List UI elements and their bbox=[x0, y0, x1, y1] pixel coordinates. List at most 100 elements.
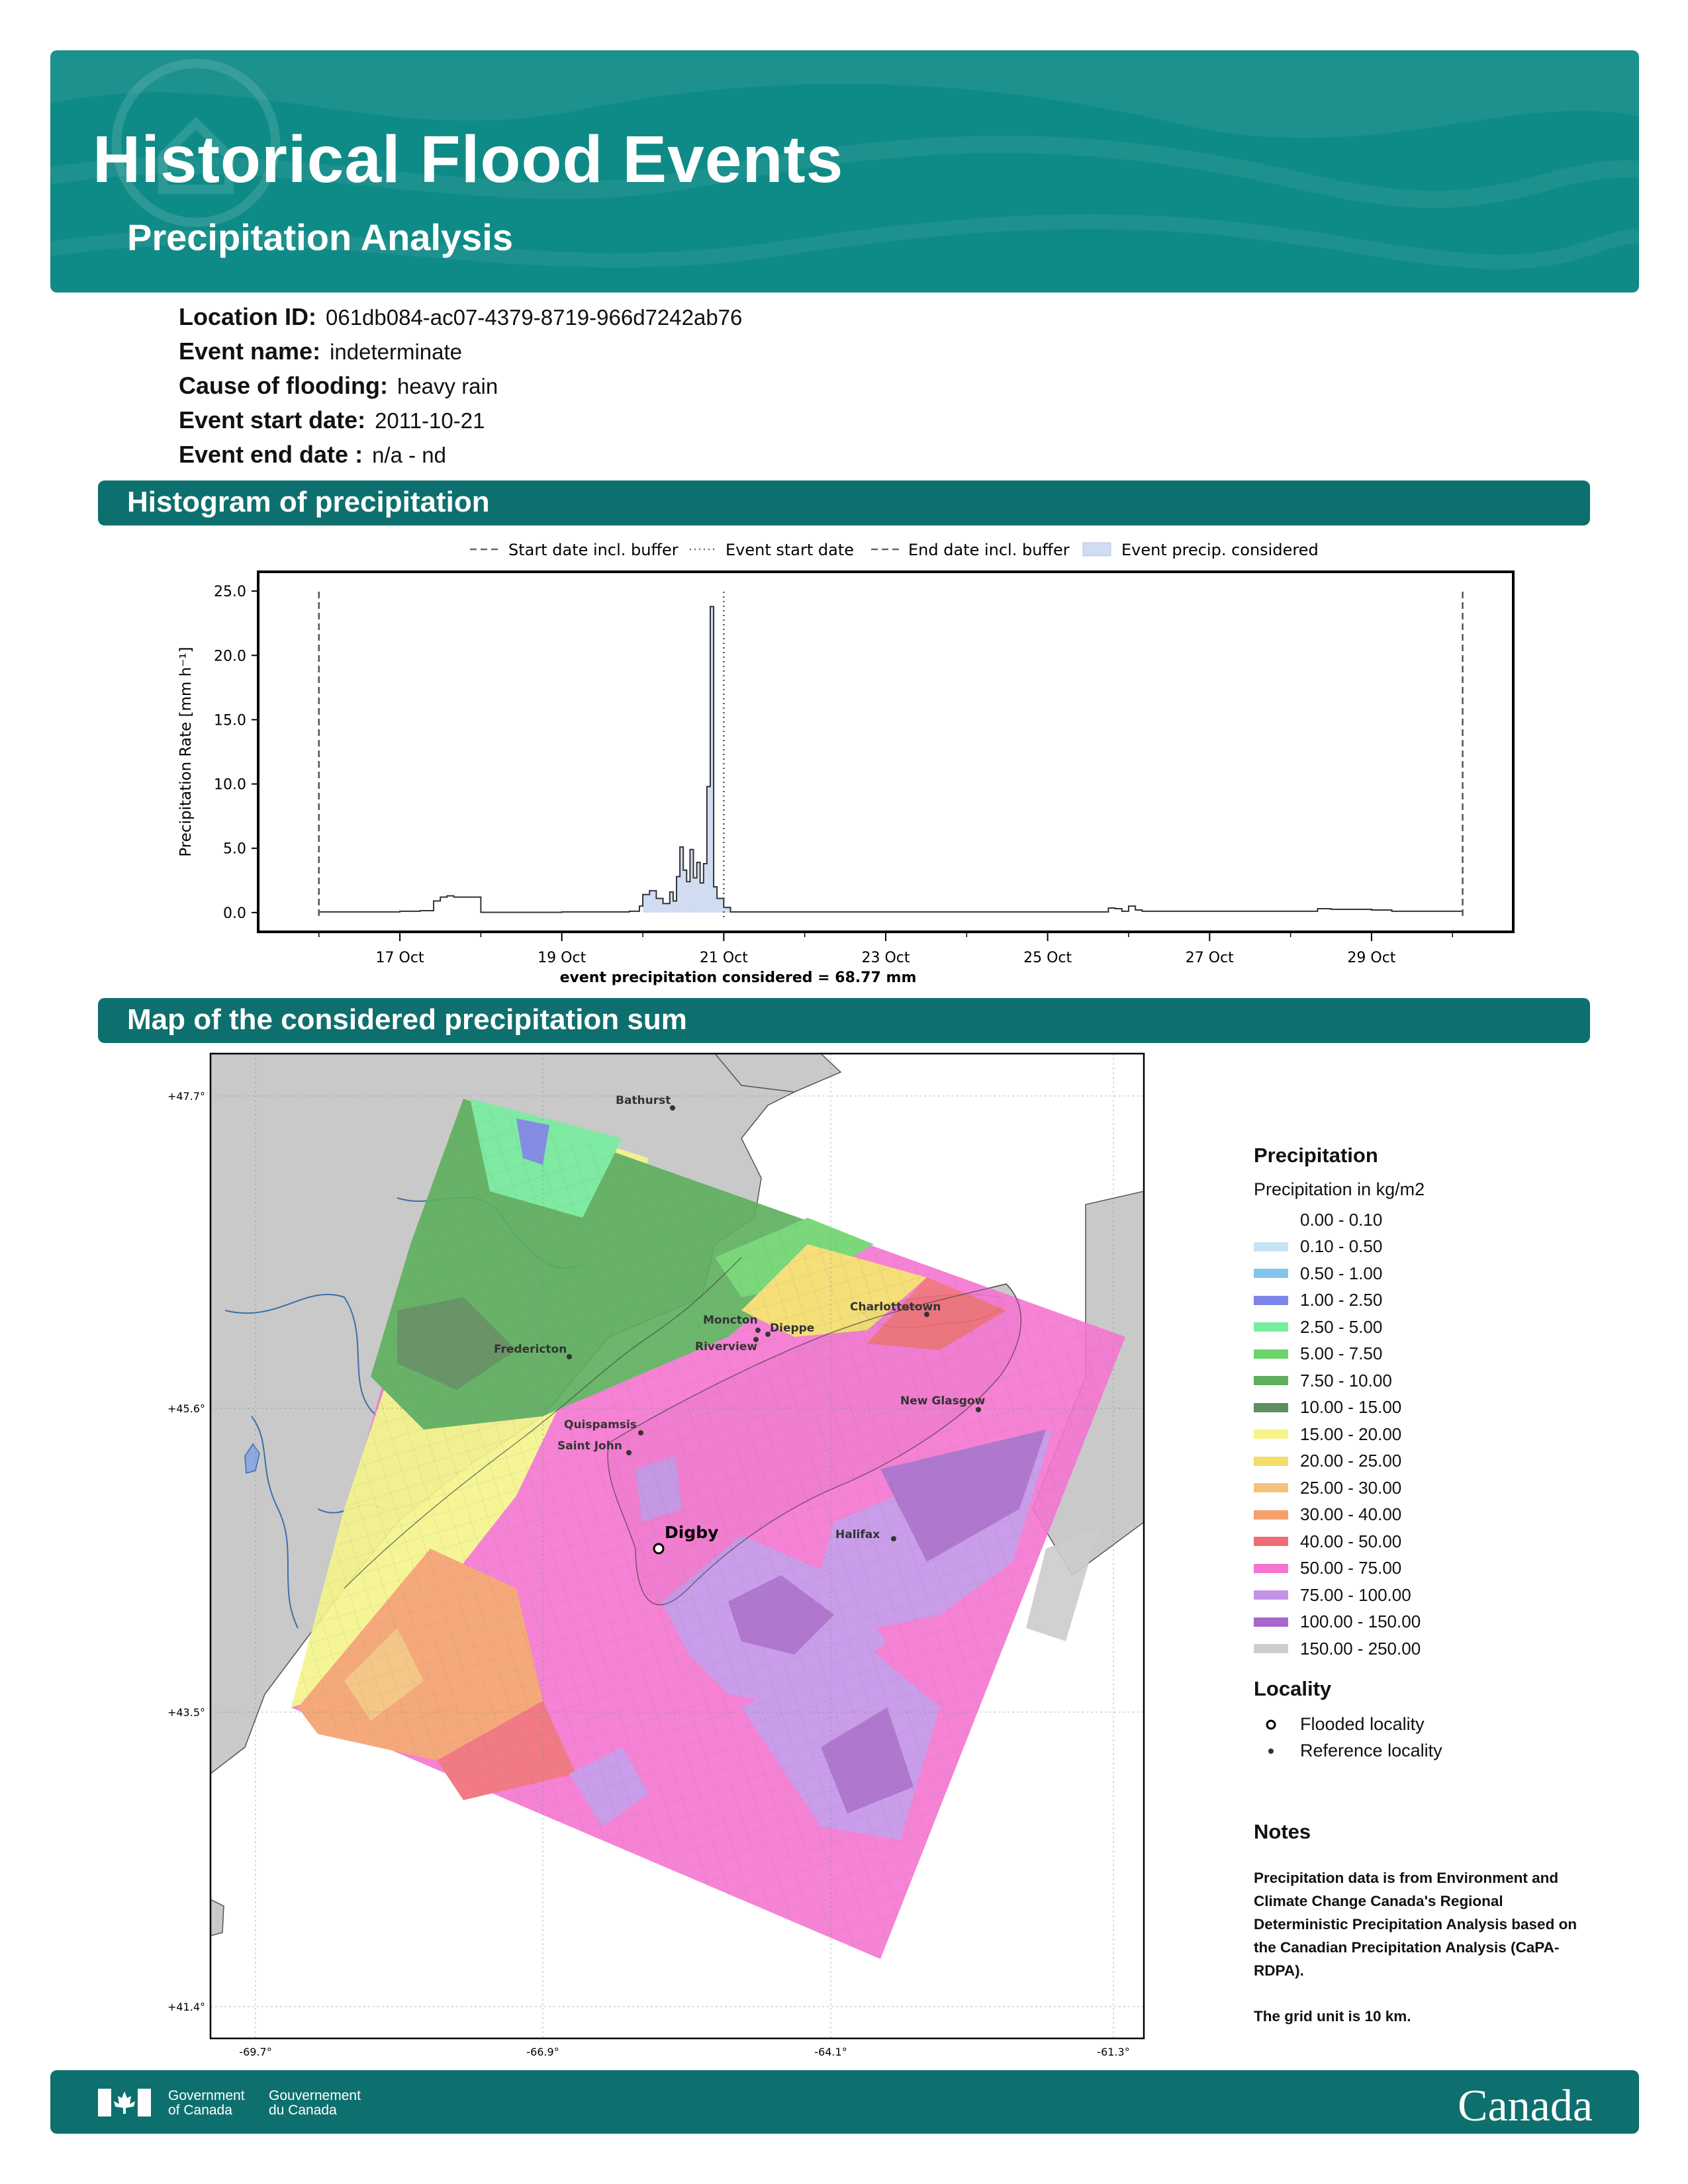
legend-swatch bbox=[1254, 1242, 1288, 1251]
reference-lines bbox=[318, 592, 1464, 919]
event-name-row: Event name: indeterminate bbox=[179, 338, 742, 372]
lon-tick-2: -66.9° bbox=[526, 2046, 559, 2058]
cause-row: Cause of flooding: heavy rain bbox=[179, 372, 742, 406]
legend-reference: Reference locality bbox=[1254, 1738, 1624, 1764]
legend-swatch bbox=[1254, 1349, 1288, 1359]
y-tick-label: 5.0 bbox=[223, 841, 246, 858]
y-tick-label: 15.0 bbox=[214, 712, 246, 729]
event-precip-bar bbox=[696, 862, 700, 913]
house-icon bbox=[112, 59, 280, 227]
x-tick-label: 23 Oct bbox=[861, 950, 910, 966]
legend-start-buffer: Start date incl. buffer bbox=[508, 541, 679, 559]
legend-swatch bbox=[1254, 1483, 1288, 1493]
legend-swatch bbox=[1254, 1510, 1288, 1520]
x-axis-label: event precipitation considered = 68.77 m… bbox=[560, 970, 917, 986]
plot-frame bbox=[257, 570, 1515, 933]
lat-tick-2: +45.6° bbox=[167, 1402, 205, 1415]
place-new-glasgow: New Glasgow bbox=[900, 1394, 986, 1408]
x-tick-label: 17 Oct bbox=[376, 950, 424, 966]
event-precip-bar bbox=[649, 890, 657, 913]
legend-item: 150.00 - 250.00 bbox=[1254, 1635, 1624, 1662]
x-tick-label: 21 Oct bbox=[700, 950, 748, 966]
place-bathurst: Bathurst bbox=[616, 1094, 671, 1107]
lat-tick-4: +41.4° bbox=[167, 2001, 205, 2013]
gov-fr-line1: Gouvernement bbox=[269, 2088, 361, 2103]
histogram-chart: Start date incl. buffer Event start date… bbox=[132, 529, 1562, 996]
legend-item-label: 30.00 - 40.00 bbox=[1300, 1504, 1402, 1525]
location-id-value: 061db084-ac07-4379-8719-966d7242ab76 bbox=[325, 305, 743, 330]
legend-item: 100.00 - 150.00 bbox=[1254, 1609, 1624, 1636]
reference-marker-icon bbox=[1254, 1745, 1288, 1758]
land-gaspe bbox=[714, 1054, 842, 1093]
lon-tick-4: -61.3° bbox=[1097, 2046, 1129, 2058]
place-riverview: Riverview bbox=[695, 1340, 757, 1353]
legend-item-label: 75.00 - 100.00 bbox=[1300, 1584, 1411, 1605]
legend-item: 15.00 - 20.00 bbox=[1254, 1421, 1624, 1448]
notes-title: Notes bbox=[1254, 1820, 1311, 1843]
event-name-value: indeterminate bbox=[330, 340, 463, 364]
legend-item-label: 0.50 - 1.00 bbox=[1300, 1263, 1383, 1283]
legend-item: 30.00 - 40.00 bbox=[1254, 1502, 1624, 1529]
event-precip-bar bbox=[656, 898, 663, 913]
y-axis-label: Precipitation Rate [mm h⁻¹] bbox=[177, 647, 195, 856]
end-date-label: Event end date : bbox=[179, 441, 363, 468]
event-name-label: Event name: bbox=[179, 338, 321, 365]
legend-item-label: 25.00 - 30.00 bbox=[1300, 1477, 1402, 1498]
legend-swatch bbox=[1254, 1322, 1288, 1332]
canada-flag-icon bbox=[98, 2089, 151, 2116]
y-tick-label: 25.0 bbox=[214, 584, 246, 600]
legend-item-label: 0.00 - 0.10 bbox=[1300, 1209, 1383, 1230]
place-charlottetown: Charlottetown bbox=[850, 1300, 941, 1314]
notes-paragraph-2: The grid unit is 10 km. bbox=[1254, 2008, 1411, 2025]
legend-item: 5.00 - 7.50 bbox=[1254, 1341, 1624, 1368]
place-dieppe: Dieppe bbox=[770, 1322, 814, 1335]
canada-wordmark: Canada bbox=[1458, 2080, 1593, 2130]
event-precip-bar bbox=[690, 849, 694, 913]
event-precip-bar bbox=[693, 878, 697, 913]
end-date-value: n/a - nd bbox=[372, 443, 446, 467]
lat-tick-3: +43.5° bbox=[167, 1706, 205, 1719]
legend-item: 50.00 - 75.00 bbox=[1254, 1555, 1624, 1582]
section-map: Map of the considered precipitation sum bbox=[98, 998, 1590, 1043]
event-precip-bar bbox=[677, 876, 680, 913]
x-tick-label: 25 Oct bbox=[1023, 950, 1072, 966]
event-precip-bar bbox=[673, 901, 677, 913]
gov-en-line2: of Canada bbox=[168, 2103, 232, 2118]
gov-french: Gouvernement du Canada bbox=[269, 2089, 361, 2118]
legend-subtitle: Precipitation in kg/m2 bbox=[1254, 1179, 1425, 1199]
y-tick-label: 20.0 bbox=[214, 648, 246, 664]
y-tick-label: 10.0 bbox=[214, 777, 246, 794]
legend-end-buffer: End date incl. buffer bbox=[908, 541, 1070, 559]
legend-item-label: 50.00 - 75.00 bbox=[1300, 1558, 1402, 1578]
event-precip-bar bbox=[686, 882, 690, 913]
legend-item-label: 1.00 - 2.50 bbox=[1300, 1290, 1383, 1310]
location-id-row: Location ID: 061db084-ac07-4379-8719-966… bbox=[179, 303, 742, 338]
page-subtitle: Precipitation Analysis bbox=[127, 216, 513, 258]
footer-bar: Government of Canada Gouvernement du Can… bbox=[50, 2070, 1639, 2134]
legend-swatch bbox=[1254, 1376, 1288, 1386]
place-digby: Digby bbox=[665, 1523, 718, 1542]
legend-swatch bbox=[1254, 1456, 1288, 1466]
precipitation-map: Bathurst Moncton Dieppe Riverview Charlo… bbox=[146, 1046, 1178, 2062]
x-tick-label: 27 Oct bbox=[1186, 950, 1234, 966]
legend-item: 7.50 - 10.00 bbox=[1254, 1367, 1624, 1394]
legend-item-label: 40.00 - 50.00 bbox=[1300, 1531, 1402, 1551]
event-precip-bar bbox=[680, 846, 684, 913]
place-moncton: Moncton bbox=[703, 1314, 758, 1327]
legend-item-label: 0.10 - 0.50 bbox=[1300, 1236, 1383, 1257]
event-precip-bar bbox=[663, 903, 670, 913]
map-svg: Bathurst Moncton Dieppe Riverview Charlo… bbox=[167, 1052, 1145, 2058]
legend-swatch bbox=[1254, 1590, 1288, 1600]
legend-item-label: 20.00 - 25.00 bbox=[1300, 1451, 1402, 1471]
legend-swatch bbox=[1254, 1430, 1288, 1439]
chart-legend: Start date incl. buffer Event start date… bbox=[470, 541, 1319, 559]
gov-english: Government of Canada bbox=[168, 2089, 245, 2118]
event-precip-bar bbox=[710, 606, 714, 913]
event-precip-bar bbox=[643, 894, 650, 913]
event-precip-bar bbox=[703, 864, 707, 913]
end-date-row: Event end date : n/a - nd bbox=[179, 441, 742, 475]
event-metadata: Location ID: 061db084-ac07-4379-8719-966… bbox=[179, 303, 742, 475]
legend-item: 0.00 - 0.10 bbox=[1254, 1206, 1624, 1234]
precip-bars bbox=[318, 606, 1464, 913]
legend-flooded-label: Flooded locality bbox=[1300, 1714, 1425, 1734]
